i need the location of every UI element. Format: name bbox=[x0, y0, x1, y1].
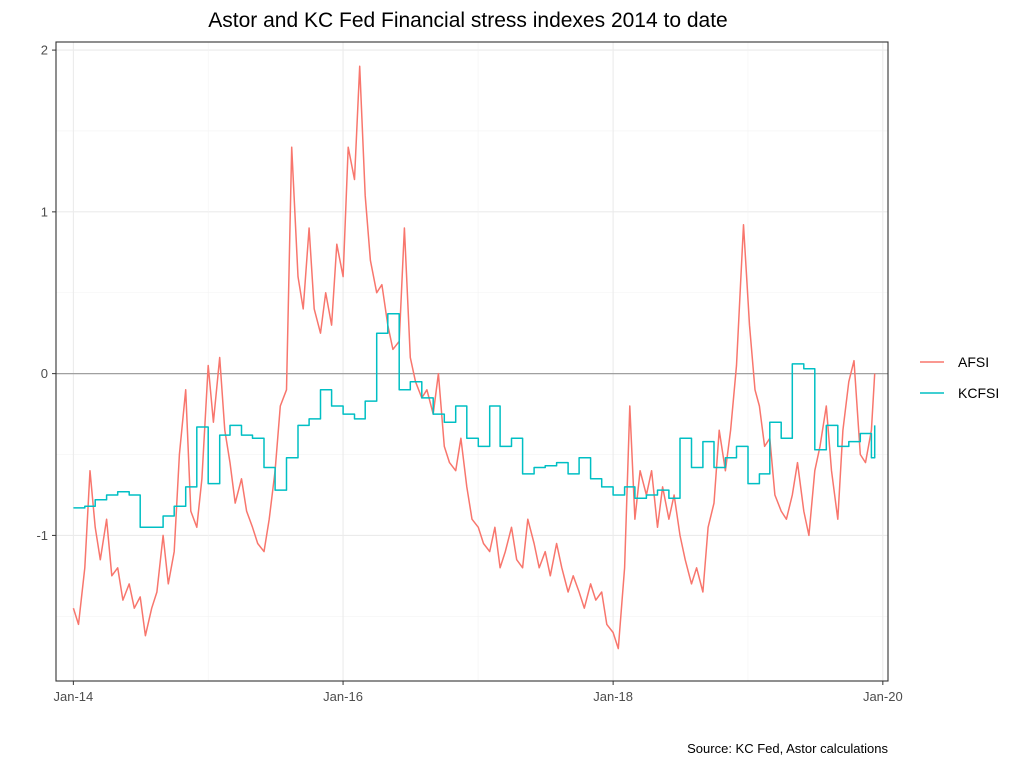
chart-title: Astor and KC Fed Financial stress indexe… bbox=[208, 9, 727, 32]
x-tick-label: Jan-16 bbox=[323, 689, 363, 704]
panel-border bbox=[55, 41, 889, 682]
y-tick-label: 0 bbox=[41, 366, 48, 381]
x-tick-label: Jan-20 bbox=[863, 689, 903, 704]
x-tick-label: Jan-18 bbox=[593, 689, 633, 704]
series-line-kcfsi bbox=[73, 313, 876, 529]
x-tick-label: Jan-14 bbox=[53, 689, 93, 704]
axes: -1 0 1 2 Jan-14 Jan-16 Jan-18 Jan-20 bbox=[36, 43, 902, 704]
series-line-afsi bbox=[72, 65, 876, 650]
legend-label-kcfsi: KCFSI bbox=[958, 385, 999, 401]
series-layer bbox=[72, 65, 876, 650]
y-tick-label: 1 bbox=[41, 204, 48, 219]
legend: AFSI KCFSI bbox=[920, 354, 999, 401]
y-tick-label: 2 bbox=[41, 43, 48, 58]
legend-label-afsi: AFSI bbox=[958, 354, 989, 370]
chart-caption: Source: KC Fed, Astor calculations bbox=[687, 741, 888, 756]
y-tick-label: -1 bbox=[36, 528, 48, 543]
grid bbox=[56, 42, 888, 681]
